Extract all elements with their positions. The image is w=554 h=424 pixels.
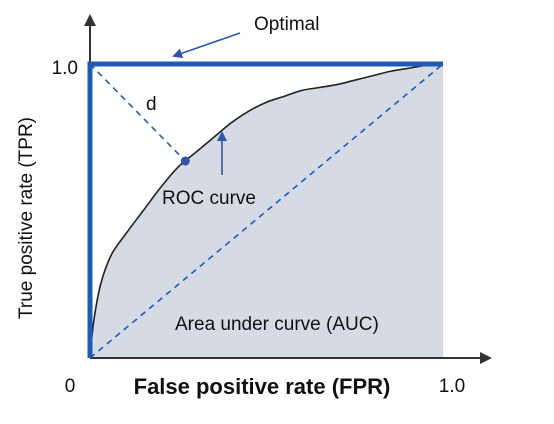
y-axis-label: True positive rate (TPR) bbox=[16, 117, 37, 319]
roc-curve-line bbox=[89, 63, 444, 359]
auc-annotation: Area under curve (AUC) bbox=[175, 314, 379, 335]
roc-curve-annotation: ROC curve bbox=[162, 188, 256, 209]
roc-closest-point bbox=[180, 156, 190, 166]
origin-tick-label: 0 bbox=[65, 376, 76, 397]
optimal-annotation: Optimal bbox=[254, 14, 319, 35]
x-axis-label: False positive rate (FPR) bbox=[134, 374, 391, 399]
y-tick-label-1: 1.0 bbox=[52, 58, 78, 79]
distance-d-line bbox=[89, 63, 186, 162]
optimal-arrow bbox=[172, 32, 241, 59]
distance-d-annotation: d bbox=[146, 94, 157, 115]
x-tick-label-1: 1.0 bbox=[439, 376, 465, 397]
